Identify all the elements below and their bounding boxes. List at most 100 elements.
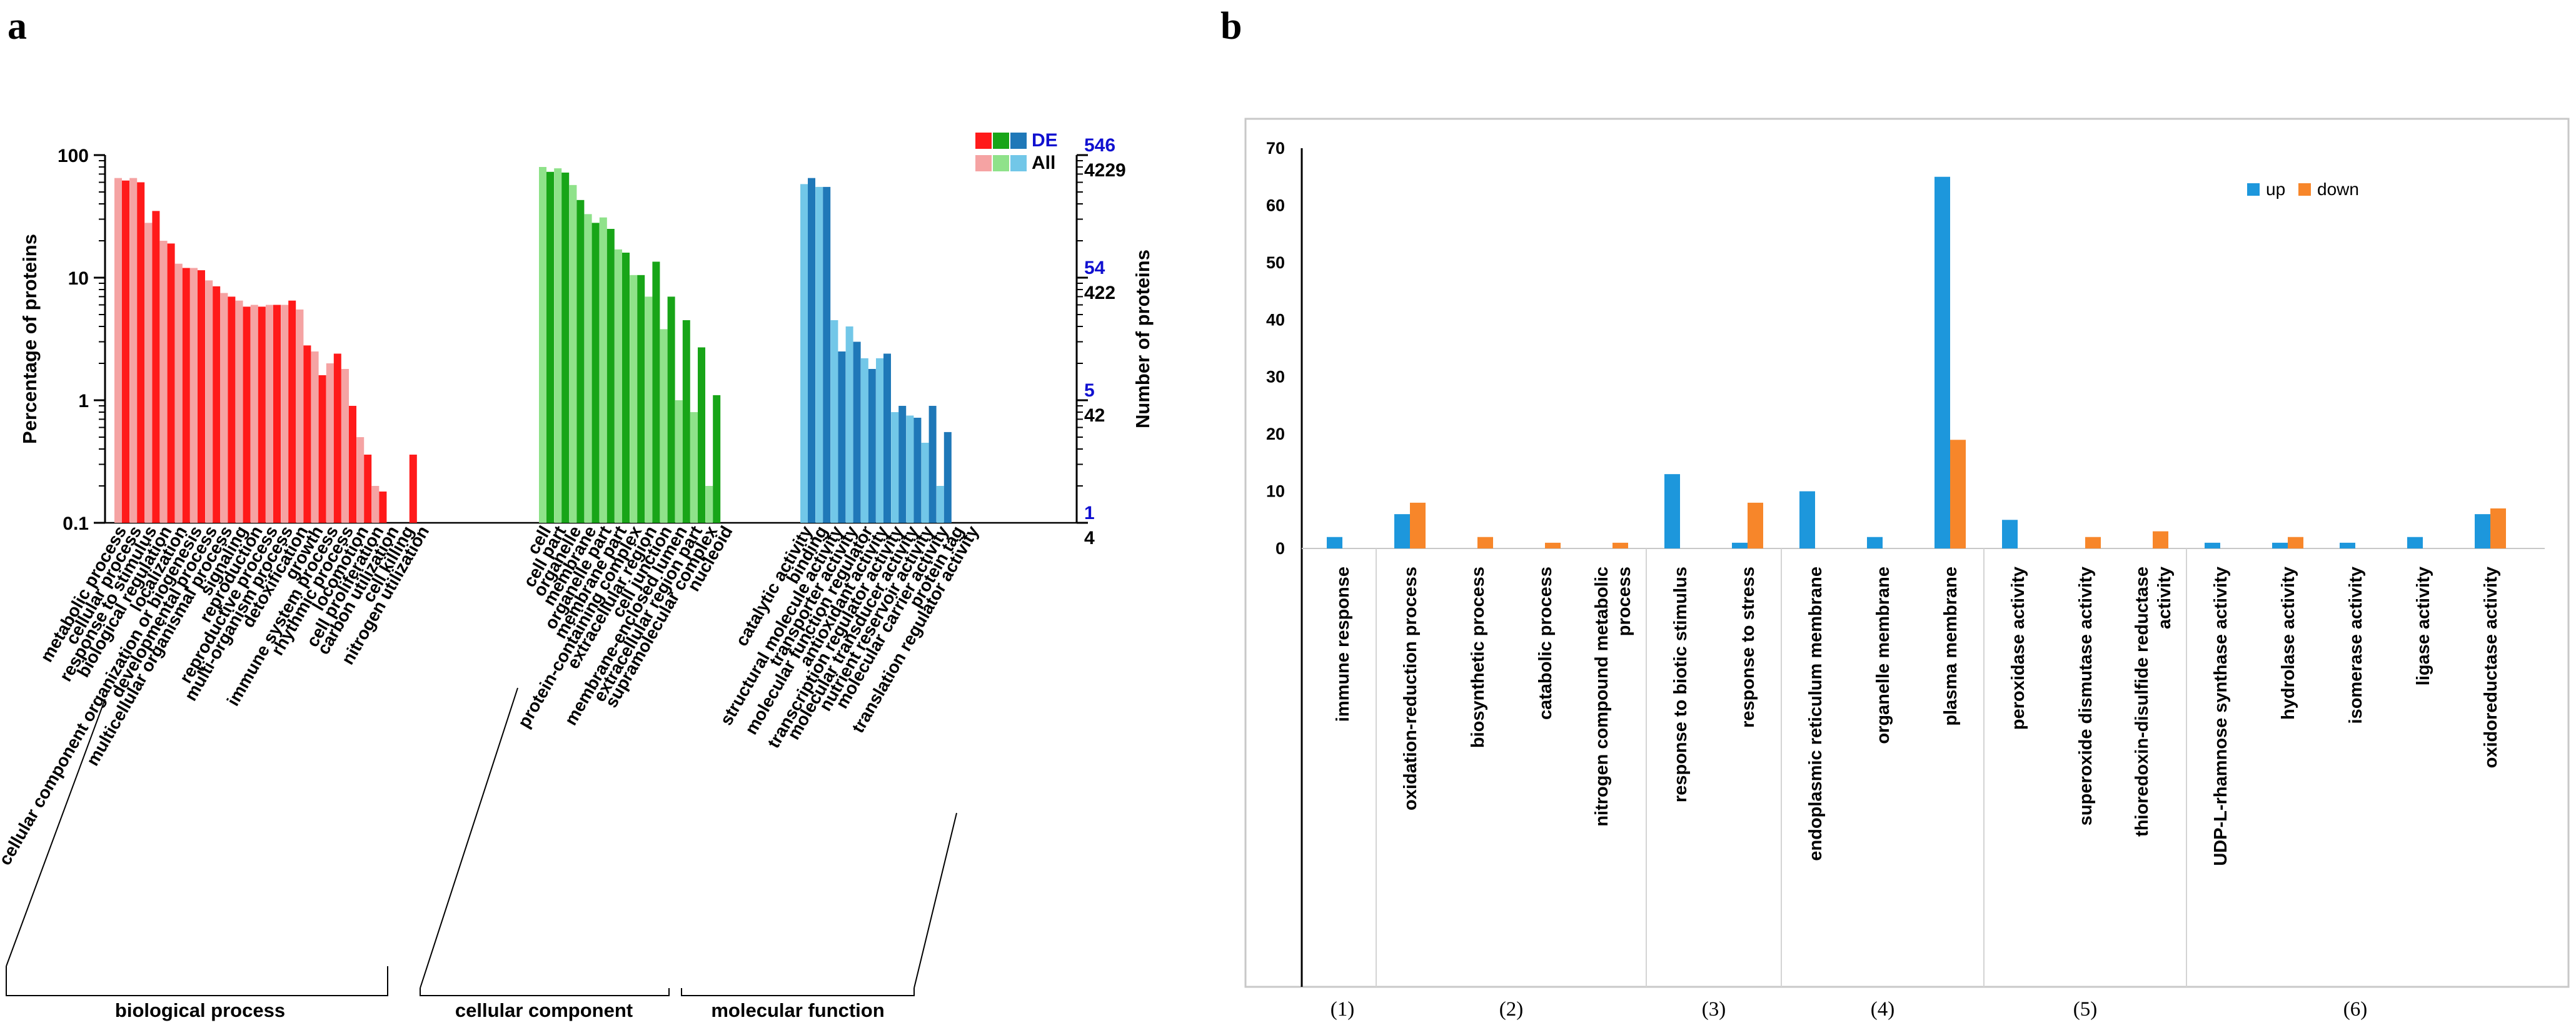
category-label-plasma-membrane: plasma membrane bbox=[1941, 567, 1961, 726]
legend-swatch-up bbox=[2247, 183, 2260, 196]
bar-de-cell-part bbox=[561, 172, 570, 523]
bar-all-cell-proliferation bbox=[371, 485, 380, 523]
bar-de-membrane bbox=[591, 223, 600, 523]
bar-de-cell-junction bbox=[667, 296, 675, 523]
bar-all-biological-regulation bbox=[159, 240, 168, 523]
bar-de-growth bbox=[318, 375, 326, 523]
group-connector-cc bbox=[420, 687, 518, 989]
bar-all-membrane bbox=[584, 214, 592, 523]
bar-up-endoplasmic-reticulum-membrane bbox=[1799, 491, 1815, 548]
bar-de-transporter-activity bbox=[853, 341, 861, 523]
y2-tick-label-all: 4229 bbox=[1084, 160, 1126, 181]
y2-axis-title: Number of proteins bbox=[1132, 250, 1154, 428]
bar-de-signaling bbox=[243, 306, 251, 523]
bar-up-ligase-activity bbox=[2407, 537, 2423, 548]
bar-de-catalytic-activity bbox=[808, 178, 815, 523]
legend-label-down: down bbox=[2317, 179, 2359, 199]
bar-all-cell-junction bbox=[660, 329, 668, 523]
legend-swatch-all-bp bbox=[975, 155, 992, 171]
bar-down-oxidoreductase-activity bbox=[2490, 508, 2506, 548]
bar-all-transcription-regulator-activity bbox=[891, 411, 899, 523]
group-connector-mf bbox=[913, 812, 957, 989]
bar-down-biosynthetic-process bbox=[1477, 537, 1493, 548]
bar-all-catalytic-activity bbox=[800, 184, 808, 523]
bar-all-reproductive-process bbox=[266, 305, 273, 523]
bar-all-extracellular-region bbox=[645, 296, 653, 523]
y-tick-label: 10 bbox=[68, 268, 89, 289]
bar-all-organelle bbox=[569, 184, 577, 523]
bar-all-molecular-transducer-activity bbox=[906, 415, 914, 523]
y2-tick-label-de: 1 bbox=[1084, 503, 1095, 523]
category-label-oxidation-reduction-process: oxidation-reduction process bbox=[1401, 567, 1421, 810]
bar-all-molecular-carrier-activity bbox=[936, 485, 944, 523]
bar-up-oxidation-reduction-process bbox=[1394, 514, 1410, 548]
bar-de-membrane-part bbox=[622, 252, 630, 523]
y-tick-label: 40 bbox=[1266, 310, 1285, 329]
bar-all-developmental-process bbox=[205, 280, 213, 523]
category-label-line: hydrolase activity bbox=[2278, 567, 2298, 720]
category-label-line: response to biotic stimulus bbox=[1671, 567, 1691, 802]
category-label-thioredoxin-disulfide-reductase-activity: thioredoxin-disulfide reductase activity bbox=[2132, 567, 2175, 837]
bar-up-immune-response bbox=[1327, 537, 1342, 548]
bar-all-molecular-function-regulator bbox=[860, 358, 868, 523]
bar-all-signaling bbox=[235, 300, 243, 523]
bar-up-organelle-membrane bbox=[1867, 537, 1883, 548]
y2-tick-label-all: 4 bbox=[1084, 528, 1095, 548]
bar-de-cell-proliferation bbox=[379, 491, 387, 523]
y2-tick-label-de: 54 bbox=[1084, 258, 1105, 278]
category-label-isomerase-activity: isomerase activity bbox=[2346, 567, 2366, 724]
legend-label-de: DE bbox=[1032, 130, 1058, 151]
bar-de-locomotion bbox=[364, 454, 372, 523]
panel-label-b: b bbox=[1220, 5, 1242, 48]
y-tick-label: 60 bbox=[1266, 196, 1285, 215]
bar-all-reproduction bbox=[250, 305, 258, 523]
y-tick-label: 0 bbox=[1275, 539, 1285, 558]
category-label-line: oxidoreductase activity bbox=[2481, 567, 2501, 768]
bar-de-transcription-regulator-activity bbox=[898, 405, 907, 523]
y-tick-label: 20 bbox=[1266, 425, 1285, 443]
y2-tick-label-de: 546 bbox=[1084, 135, 1115, 156]
bar-all-localization bbox=[174, 263, 183, 523]
group-bracket-cc bbox=[420, 988, 670, 996]
bar-down-catabolic-process bbox=[1545, 542, 1561, 548]
legend-swatch-all-mf bbox=[1010, 155, 1027, 171]
bar-de-metabolic-process bbox=[122, 180, 129, 523]
bar-all-locomotion bbox=[356, 437, 365, 523]
bar-de-molecular-transducer-activity bbox=[913, 417, 922, 523]
category-label-line: activity bbox=[2155, 567, 2175, 629]
legend-swatch-de-bp bbox=[975, 133, 992, 149]
bar-de-supramolecular-complex bbox=[713, 395, 721, 523]
bar-de-localization bbox=[182, 268, 190, 523]
category-label-udp-l-rhamnose-synthase-activity: UDP-L-rhamnose synthase activity bbox=[2211, 567, 2231, 866]
bar-down-response-to-stress bbox=[1748, 502, 1763, 548]
bar-up-peroxidase-activity bbox=[2002, 520, 2018, 548]
group-bracket-bp bbox=[6, 966, 388, 996]
bar-all-multi-organism-process bbox=[281, 305, 289, 523]
bar-up-oxidoreductase-activity bbox=[2475, 514, 2490, 548]
y-tick-label: 30 bbox=[1266, 368, 1285, 386]
bar-up-plasma-membrane bbox=[1935, 176, 1950, 548]
group-label-5: (6) bbox=[2343, 998, 2367, 1021]
category-label-line: organelle membrane bbox=[1873, 567, 1893, 744]
bar-down-hydrolase-activity bbox=[2288, 537, 2303, 548]
bar-de-detoxification bbox=[303, 345, 311, 523]
bar-de-nutrient-reservoir-activity bbox=[928, 405, 937, 523]
bar-all-organelle-part bbox=[599, 217, 607, 523]
bar-de-immune-system-process bbox=[333, 353, 341, 523]
legend-swatch-all-cc bbox=[993, 155, 1009, 171]
bar-all-binding bbox=[815, 186, 823, 523]
bar-up-hydrolase-activity bbox=[2272, 542, 2288, 548]
bar-down-thioredoxin-disulfide-reductase-activity bbox=[2153, 531, 2168, 548]
bar-de-extracellular-region-part bbox=[698, 347, 705, 523]
category-label-biosynthetic-process: biosynthetic process bbox=[1468, 567, 1488, 748]
category-label-line: oxidation-reduction process bbox=[1401, 567, 1421, 810]
bar-de-organelle-part bbox=[606, 229, 615, 523]
legend-swatch-down bbox=[2298, 183, 2311, 196]
bar-down-oxidation-reduction-process bbox=[1410, 502, 1426, 548]
category-label-line: isomerase activity bbox=[2346, 567, 2366, 724]
bar-all-protein-containing-complex bbox=[630, 275, 638, 523]
category-label-ligase-activity: ligase activity bbox=[2413, 567, 2433, 685]
bar-de-molecular-function-regulator bbox=[868, 368, 876, 523]
bar-de-developmental-process bbox=[213, 286, 221, 523]
bar-de-reproductive-process bbox=[273, 305, 281, 523]
